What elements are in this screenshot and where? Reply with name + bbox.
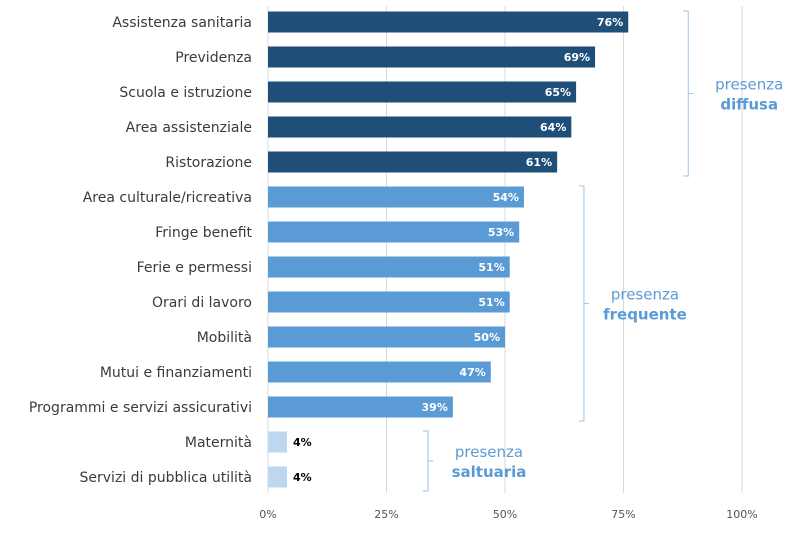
category-label: Mobilità	[197, 330, 252, 346]
bar	[268, 291, 510, 313]
value-label: 64%	[540, 121, 566, 134]
value-labels: 76% 69% 65% 64% 61% 54% 53% 51% 51% 50% 47% 39% 4% 4%	[293, 16, 623, 484]
value-label: 4%	[293, 436, 312, 449]
group-label-line2: saltuaria	[452, 463, 527, 481]
category-label: Orari di lavoro	[152, 295, 252, 311]
group-label-line1: presenza	[715, 76, 783, 94]
value-label: 47%	[459, 366, 485, 379]
category-label: Area culturale/ricreativa	[83, 190, 252, 206]
value-label: 65%	[545, 86, 571, 99]
category-label: Assistenza sanitaria	[112, 15, 252, 31]
value-label: 39%	[422, 401, 448, 414]
bar	[268, 466, 287, 488]
category-labels: Assistenza sanitaria Previdenza Scuola e i…	[29, 15, 253, 486]
group-bracket	[423, 430, 433, 492]
category-label: Ristorazione	[165, 155, 252, 171]
bar	[268, 221, 520, 243]
x-tick-label: 50%	[493, 508, 517, 521]
value-label: 50%	[474, 331, 500, 344]
value-label: 69%	[564, 51, 590, 64]
group-bracket	[683, 10, 694, 177]
value-label: 61%	[526, 156, 552, 169]
x-tick-label: 25%	[374, 508, 398, 521]
bar	[268, 151, 558, 173]
group-label-line1: presenza	[455, 443, 523, 461]
x-axis-ticks: 0% 25% 50% 75% 100%	[259, 508, 757, 521]
bar	[268, 46, 596, 68]
group-label-line2: frequente	[603, 306, 687, 324]
category-label: Servizi di pubblica utilità	[80, 470, 252, 486]
category-label: Scuola e istruzione	[119, 85, 252, 101]
bar	[268, 361, 491, 383]
bar	[268, 186, 524, 208]
value-label: 51%	[478, 261, 504, 274]
category-label: Previdenza	[175, 50, 252, 66]
x-tick-label: 100%	[726, 508, 757, 521]
bar	[268, 431, 287, 453]
x-tick-label: 75%	[611, 508, 635, 521]
category-label: Area assistenziale	[126, 120, 252, 136]
value-label: 76%	[597, 16, 623, 29]
bar	[268, 116, 572, 138]
bar	[268, 396, 453, 418]
x-tick-label: 0%	[259, 508, 276, 521]
value-label: 51%	[478, 296, 504, 309]
category-label: Maternità	[185, 435, 252, 451]
bar	[268, 256, 510, 278]
category-label: Programmi e servizi assicurativi	[29, 400, 252, 416]
category-label: Ferie e permessi	[137, 260, 252, 276]
group-label-line1: presenza	[611, 286, 679, 304]
value-label: 54%	[493, 191, 519, 204]
value-label: 4%	[293, 471, 312, 484]
category-label: Fringe benefit	[155, 225, 252, 241]
value-label: 53%	[488, 226, 514, 239]
grid-lines	[267, 6, 743, 493]
bar	[268, 11, 629, 33]
bar	[268, 326, 505, 348]
bars	[268, 11, 629, 488]
group-label-line2: diffusa	[720, 96, 778, 114]
group-brackets: presenza diffusa presenza frequente presenza…	[423, 10, 783, 492]
bar	[268, 81, 577, 103]
category-label: Mutui e finanziamenti	[100, 365, 252, 381]
group-bracket	[578, 185, 589, 422]
